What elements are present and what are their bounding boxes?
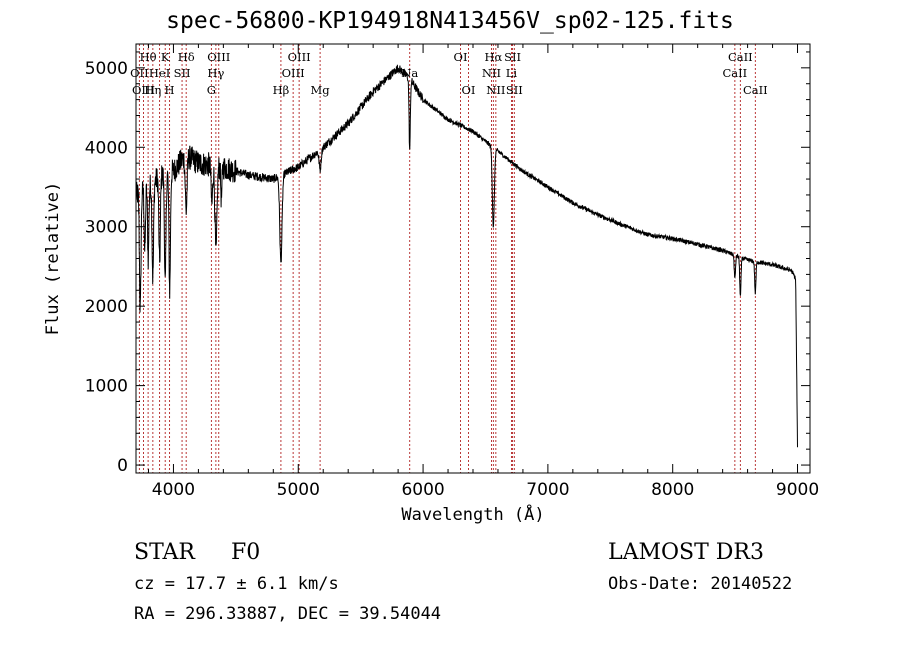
line-label: OI	[462, 83, 476, 97]
line-markers	[138, 44, 756, 473]
y-tick-label: 1000	[85, 377, 128, 397]
redshift-cz: cz = 17.7 ± 6.1 km/s	[134, 574, 339, 594]
line-label: HeI	[149, 66, 170, 80]
x-tick-label: 7000	[526, 480, 569, 500]
line-label: H	[165, 83, 175, 97]
x-tick-label: 6000	[401, 480, 444, 500]
x-tick-label: 9000	[776, 480, 819, 500]
line-label: Hδ	[178, 50, 195, 64]
line-label: CaII	[722, 66, 747, 80]
line-label: OII	[130, 66, 149, 80]
y-tick-label: 0	[117, 456, 128, 476]
line-label: Mg	[311, 83, 331, 97]
line-label: G	[207, 83, 216, 97]
chart-title: spec-56800-KP194918N413456V_sp02-125.fit…	[166, 8, 734, 34]
line-label: NII	[486, 83, 505, 97]
axis-ticks: 4000 5000 6000 7000 8000 9000 0 1000 2000 3000 400…	[85, 44, 819, 500]
survey-name: LAMOST DR3	[608, 540, 764, 565]
object-classification: STAR F0	[134, 540, 260, 565]
obs-date: Obs-Date: 20140522	[608, 574, 793, 594]
line-label: SII	[174, 66, 191, 80]
line-label: CaII	[728, 50, 753, 64]
y-tick-label: 2000	[85, 297, 128, 317]
line-label: Hβ	[273, 83, 290, 97]
x-tick-label: 4000	[152, 480, 195, 500]
object-class: STAR	[134, 540, 195, 565]
line-label: OIII	[132, 83, 155, 97]
line-label: SII	[506, 83, 523, 97]
line-label: Hη	[144, 83, 161, 97]
plot-frame	[135, 43, 811, 474]
object-subclass: F0	[231, 540, 261, 565]
x-tick-label: 8000	[651, 480, 694, 500]
y-tick-label: 5000	[85, 59, 128, 79]
ra-dec: RA = 296.33887, DEC = 39.54044	[134, 604, 442, 624]
line-label: OIII	[288, 50, 311, 64]
spectrum-line	[135, 64, 798, 466]
y-axis-label: Flux (relative)	[43, 182, 63, 336]
line-label: Li	[506, 66, 518, 80]
line-label: K	[161, 50, 170, 64]
line-label: Hθ	[140, 50, 157, 64]
x-tick-label: 5000	[277, 480, 320, 500]
line-label: SII	[504, 50, 521, 64]
line-label: Hα	[484, 50, 502, 64]
line-label: CaII	[743, 83, 768, 97]
line-label: Hγ	[207, 66, 224, 80]
line-label: OIII	[207, 50, 230, 64]
x-axis-label: Wavelength (Å)	[401, 503, 544, 525]
line-label: OIII	[282, 66, 305, 80]
line-label: NII	[482, 66, 501, 80]
line-label: OI	[454, 50, 468, 64]
y-tick-label: 4000	[85, 138, 128, 158]
y-tick-label: 3000	[85, 218, 128, 238]
